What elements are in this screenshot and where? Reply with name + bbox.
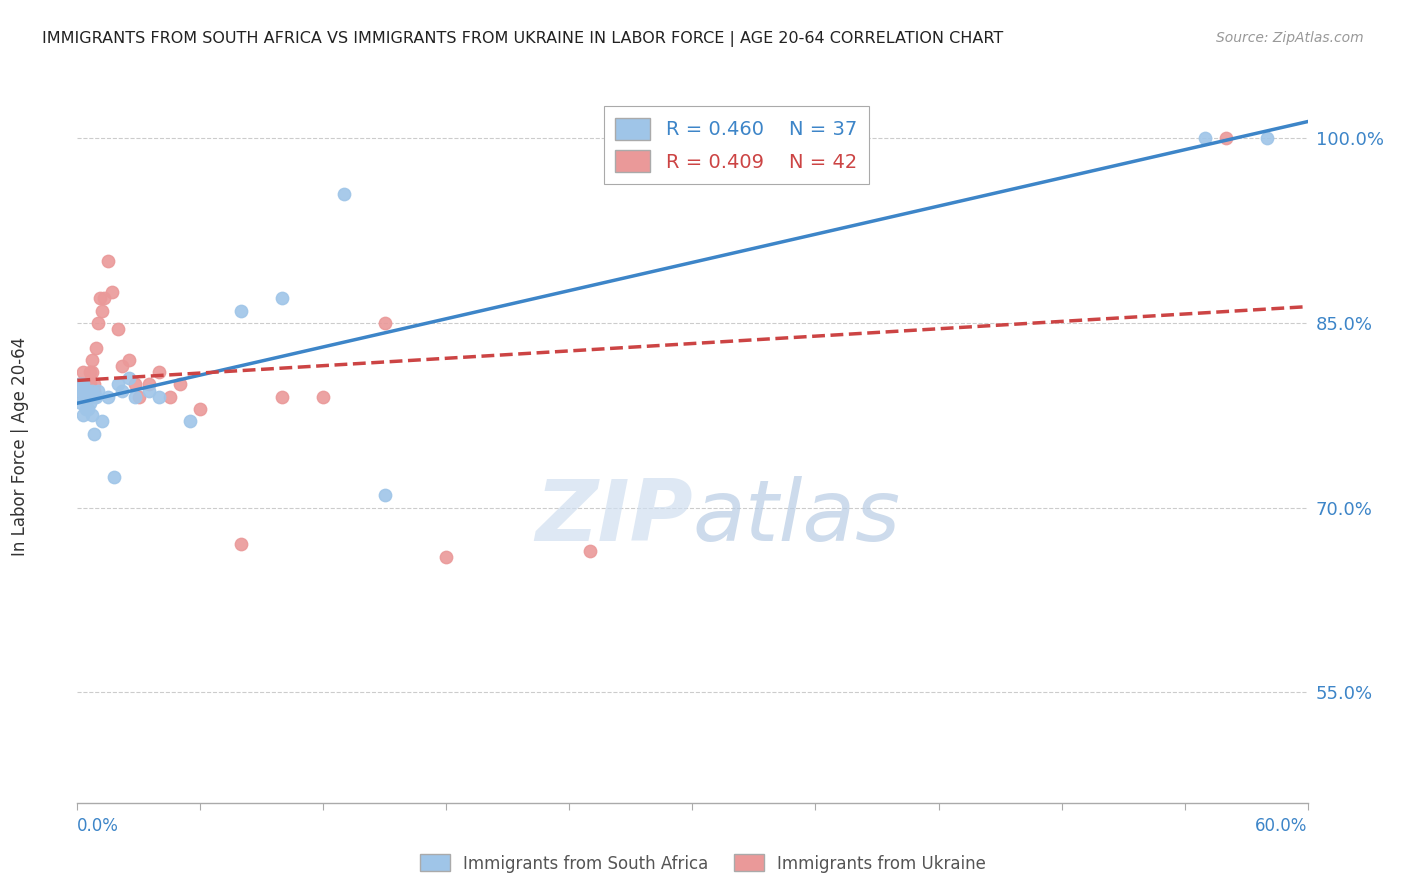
Point [79,377,101,392]
Point [138,384,160,398]
Point [111,359,134,373]
Point [75,402,97,417]
Point [76,390,98,404]
Point [124,377,146,392]
Point [70,384,93,398]
Point [1215,131,1237,145]
Y-axis label: In Labor Force | Age 20-64: In Labor Force | Age 20-64 [11,336,28,556]
Point [97,390,120,404]
Point [436,549,458,564]
Point [76,377,98,392]
Point [80,352,103,367]
Point [93,291,115,305]
Point [124,390,146,404]
Legend: Immigrants from South Africa, Immigrants from Ukraine: Immigrants from South Africa, Immigrants… [413,847,993,880]
Point [179,414,201,428]
Point [79,390,101,404]
Point [111,384,134,398]
Point [90,303,114,318]
Point [75,384,97,398]
Point [128,390,150,404]
Point [72,384,94,398]
Point [231,303,253,318]
Point [148,390,170,404]
Point [83,384,105,398]
Point [87,316,110,330]
Text: 0.0%: 0.0% [77,817,120,835]
Point [1256,131,1278,145]
Point [333,186,356,201]
Point [76,384,98,398]
Point [70,384,93,398]
Point [67,377,90,392]
Point [97,254,120,268]
Point [231,537,253,551]
Point [76,390,98,404]
Text: ZIP: ZIP [534,475,693,559]
Point [90,414,114,428]
Point [80,409,103,423]
Text: atlas: atlas [693,475,900,559]
Legend: R = 0.460    N = 37, R = 0.409    N = 42: R = 0.460 N = 37, R = 0.409 N = 42 [603,106,869,184]
Point [83,426,105,441]
Point [169,377,191,392]
Point [75,384,97,398]
Point [76,402,98,417]
Point [70,377,93,392]
Point [67,390,90,404]
Point [83,377,105,392]
Point [117,352,139,367]
Point [70,377,93,392]
Point [138,377,160,392]
Point [117,371,139,385]
Point [159,390,181,404]
Text: 60.0%: 60.0% [1256,817,1308,835]
Point [188,402,212,417]
Point [80,365,103,379]
Point [72,377,94,392]
Point [72,409,94,423]
Point [107,322,129,336]
Point [79,396,101,410]
Point [374,488,396,502]
Point [148,365,170,379]
Point [70,396,93,410]
Point [271,291,294,305]
Point [271,390,294,404]
Point [107,377,129,392]
Point [75,377,97,392]
Point [67,390,90,404]
Point [83,390,105,404]
Point [103,469,125,483]
Point [84,341,107,355]
Point [76,377,98,392]
Point [84,390,107,404]
Point [72,365,94,379]
Point [80,384,103,398]
Point [87,384,110,398]
Point [101,285,124,300]
Point [72,377,94,392]
Point [1194,131,1216,145]
Text: Source: ZipAtlas.com: Source: ZipAtlas.com [1216,31,1364,45]
Point [374,316,396,330]
Point [579,543,602,558]
Point [312,390,335,404]
Text: IMMIGRANTS FROM SOUTH AFRICA VS IMMIGRANTS FROM UKRAINE IN LABOR FORCE | AGE 20-: IMMIGRANTS FROM SOUTH AFRICA VS IMMIGRAN… [42,31,1004,47]
Point [79,365,101,379]
Point [72,390,94,404]
Point [67,377,90,392]
Point [89,291,111,305]
